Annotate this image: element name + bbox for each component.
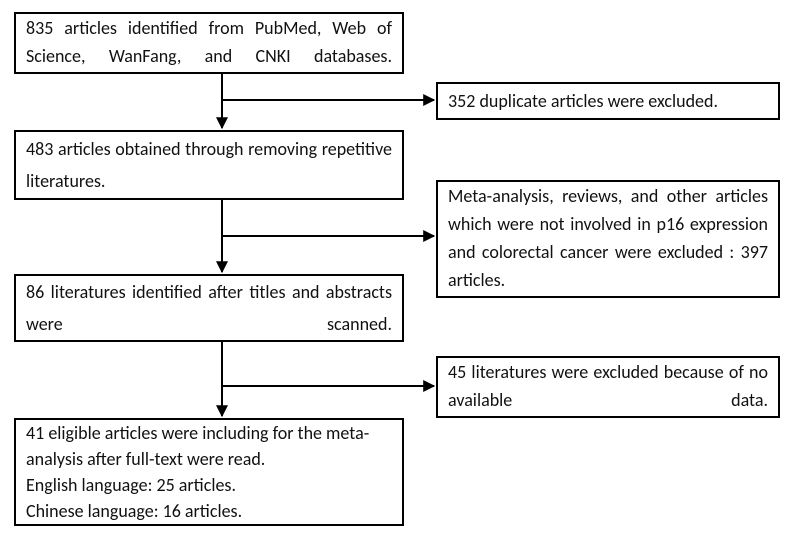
node-eligible: 41 eligible articles were including for … — [14, 418, 404, 526]
exclude-duplicates-text: 352 duplicate articles were excluded. — [448, 88, 768, 114]
flowchart-canvas: 835 articles identified from PubMed, Web… — [0, 0, 800, 539]
node-identified-text: 835 articles identified from PubMed, Web… — [26, 15, 392, 71]
node-identified: 835 articles identified from PubMed, Web… — [14, 12, 404, 74]
exclude-irrelevant: Meta-analysis, reviews, and other articl… — [436, 180, 780, 298]
exclude-nodata: 45 literatures were excluded because of … — [436, 356, 780, 418]
exclude-duplicates: 352 duplicate articles were excluded. — [436, 82, 780, 120]
node-after-screen-text: 86 literatures identified after titles a… — [26, 276, 392, 341]
exclude-irrelevant-text: Meta-analysis, reviews, and other articl… — [448, 183, 768, 295]
node-after-dedup-text: 483 articles obtained through removing r… — [26, 133, 392, 198]
exclude-nodata-text: 45 literatures were excluded because of … — [448, 359, 768, 415]
node-eligible-text: 41 eligible articles were including for … — [26, 420, 392, 524]
node-after-dedup: 483 articles obtained through removing r… — [14, 130, 404, 200]
node-after-screen: 86 literatures identified after titles a… — [14, 274, 404, 342]
